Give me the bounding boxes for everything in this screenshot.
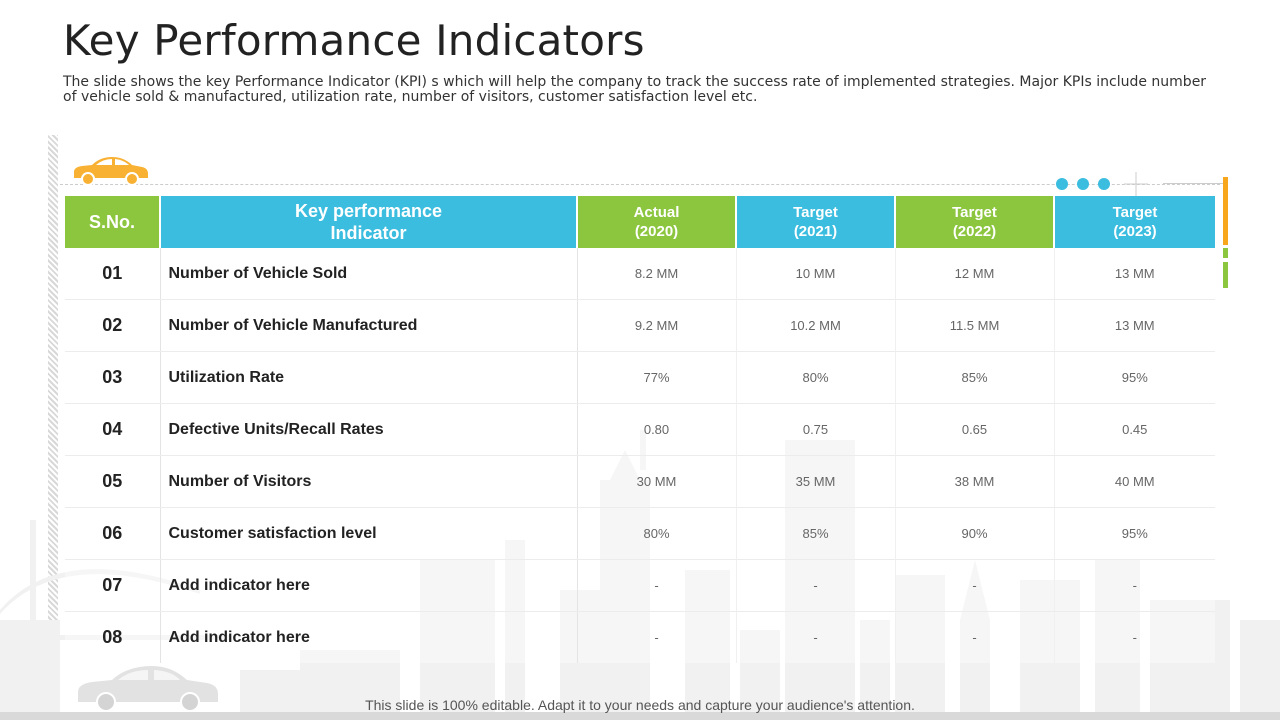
row-value-2023: 40 MM	[1054, 455, 1215, 508]
row-value-2023: 95%	[1054, 507, 1215, 560]
row-sno: 01	[65, 248, 161, 300]
page-subtitle: The slide shows the key Performance Indi…	[63, 74, 1207, 105]
row-value-2022: -	[895, 559, 1055, 612]
row-value-2022: 0.65	[895, 403, 1055, 456]
row-value-2021: -	[736, 559, 896, 612]
row-kpi-name: Add indicator here	[160, 559, 578, 612]
row-value-2021: 35 MM	[736, 455, 896, 508]
car-icon	[78, 666, 218, 712]
row-value-2021: 10 MM	[736, 248, 896, 300]
top-dashed-line	[60, 184, 1220, 185]
row-value-2021: 10.2 MM	[736, 299, 896, 352]
side-accent-green	[1223, 262, 1228, 288]
header-target-2021: Target (2021)	[736, 196, 896, 248]
row-value-2023: 0.45	[1054, 403, 1215, 456]
row-value-2020: 8.2 MM	[577, 248, 737, 300]
car-icon	[74, 157, 148, 186]
row-value-2022: -	[895, 611, 1055, 663]
row-sno: 08	[65, 611, 161, 663]
row-value-2021: -	[736, 611, 896, 663]
row-kpi-name: Utilization Rate	[160, 351, 578, 404]
row-sno: 02	[65, 299, 161, 352]
row-value-2023: 13 MM	[1054, 248, 1215, 300]
dot-icon	[1056, 178, 1068, 190]
header-target-2022: Target (2022)	[895, 196, 1055, 248]
row-value-2023: 13 MM	[1054, 299, 1215, 352]
row-kpi-name: Number of Vehicle Sold	[160, 248, 578, 300]
row-value-2022: 38 MM	[895, 455, 1055, 508]
row-kpi-name: Number of Visitors	[160, 455, 578, 508]
row-sno: 07	[65, 559, 161, 612]
table-row: 05 Number of Visitors 30 MM 35 MM 38 MM …	[65, 455, 1215, 508]
header-target-2023: Target (2023)	[1054, 196, 1215, 248]
table-row: 06 Customer satisfaction level 80% 85% 9…	[65, 507, 1215, 560]
left-decorative-bar	[48, 135, 58, 720]
header-actual-2020: Actual (2020)	[577, 196, 737, 248]
row-value-2020: 30 MM	[577, 455, 737, 508]
table-row: 07 Add indicator here - - - -	[65, 559, 1215, 612]
row-value-2023: 95%	[1054, 351, 1215, 404]
table-row: 01 Number of Vehicle Sold 8.2 MM 10 MM 1…	[65, 248, 1215, 300]
row-kpi-name: Customer satisfaction level	[160, 507, 578, 560]
row-value-2020: 80%	[577, 507, 737, 560]
row-value-2020: 77%	[577, 351, 737, 404]
row-sno: 06	[65, 507, 161, 560]
dot-icon	[1077, 178, 1089, 190]
page-title: Key Performance Indicators	[63, 16, 645, 65]
row-sno: 03	[65, 351, 161, 404]
plus-icon	[1124, 172, 1148, 196]
row-value-2022: 11.5 MM	[895, 299, 1055, 352]
header-sno: S.No.	[65, 196, 161, 248]
row-value-2023: -	[1054, 559, 1215, 612]
dots-decoration	[1056, 177, 1119, 195]
row-value-2022: 90%	[895, 507, 1055, 560]
row-value-2021: 80%	[736, 351, 896, 404]
row-value-2022: 85%	[895, 351, 1055, 404]
row-value-2020: -	[577, 611, 737, 663]
row-value-2023: -	[1054, 611, 1215, 663]
right-thin-line	[1163, 183, 1223, 184]
row-value-2020: 9.2 MM	[577, 299, 737, 352]
table-row: 08 Add indicator here - - - -	[65, 611, 1215, 663]
dot-icon	[1098, 178, 1110, 190]
row-kpi-name: Defective Units/Recall Rates	[160, 403, 578, 456]
kpi-table: S.No. Key performance Indicator Actual (20…	[65, 196, 1215, 663]
side-accent-orange	[1223, 177, 1228, 245]
row-kpi-name: Number of Vehicle Manufactured	[160, 299, 578, 352]
row-value-2020: 0.80	[577, 403, 737, 456]
table-row: 04 Defective Units/Recall Rates 0.80 0.7…	[65, 403, 1215, 456]
row-value-2022: 12 MM	[895, 248, 1055, 300]
side-accent-green	[1223, 248, 1228, 258]
header-kpi: Key performance Indicator	[160, 196, 578, 248]
footer-note: This slide is 100% editable. Adapt it to…	[365, 697, 915, 713]
row-value-2021: 0.75	[736, 403, 896, 456]
table-header-row: S.No. Key performance Indicator Actual (20…	[65, 196, 1215, 248]
table-row: 02 Number of Vehicle Manufactured 9.2 MM…	[65, 299, 1215, 352]
table-row: 03 Utilization Rate 77% 80% 85% 95%	[65, 351, 1215, 404]
row-value-2020: -	[577, 559, 737, 612]
row-sno: 05	[65, 455, 161, 508]
row-kpi-name: Add indicator here	[160, 611, 578, 663]
bottom-band	[0, 712, 1280, 720]
row-value-2021: 85%	[736, 507, 896, 560]
row-sno: 04	[65, 403, 161, 456]
